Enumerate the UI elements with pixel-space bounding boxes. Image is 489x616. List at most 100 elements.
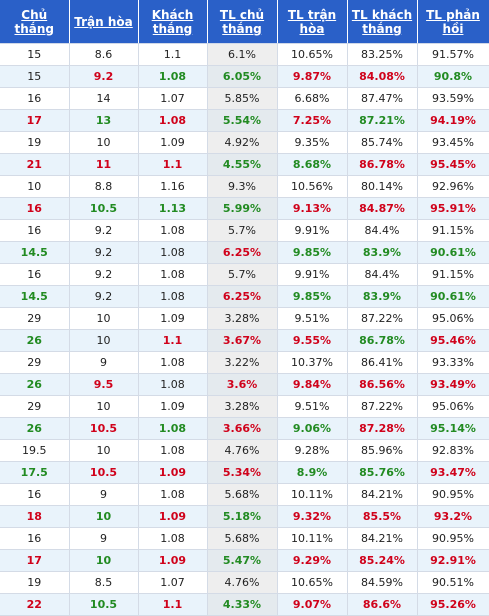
cell-return-rate: 93.33% (417, 351, 489, 374)
header-draw[interactable]: Trận hòa (69, 0, 139, 44)
cell-away-win-rate: 80.14% (347, 175, 418, 198)
cell-draw-rate: 9.84% (277, 373, 348, 396)
cell-away-win: 1.07 (138, 571, 208, 594)
header-draw-rate[interactable]: TL trận hòa (277, 0, 348, 44)
cell-return-rate: 94.19% (417, 109, 489, 132)
cell-away-win: 1.08 (138, 439, 208, 462)
header-home-win-rate[interactable]: TL chủ thắng (207, 0, 278, 44)
cell-away-win: 1.1 (138, 593, 208, 616)
table-row: 19 8.5 1.07 4.76% 10.65% 84.59% 90.51% (0, 571, 489, 594)
cell-return-rate: 93.59% (417, 87, 489, 110)
cell-return-rate: 91.15% (417, 219, 489, 242)
cell-draw-rate: 9.13% (277, 197, 348, 220)
cell-return-rate: 95.26% (417, 593, 489, 616)
cell-home-win: 16 (0, 263, 70, 286)
cell-home-win: 10 (0, 175, 70, 198)
table-row: 26 10 1.1 3.67% 9.55% 86.78% 95.46% (0, 329, 489, 352)
cell-home-win: 19.5 (0, 439, 70, 462)
header-away-win[interactable]: Khách thắng (138, 0, 208, 44)
cell-draw: 10 (69, 131, 139, 154)
table-row: 16 9.2 1.08 5.7% 9.91% 84.4% 91.15% (0, 263, 489, 286)
cell-home-win-rate: 6.25% (207, 285, 278, 308)
cell-away-win-rate: 85.24% (347, 549, 418, 572)
cell-home-win: 14.5 (0, 241, 70, 264)
cell-draw: 9.5 (69, 373, 139, 396)
table-row: 17.5 10.5 1.09 5.34% 8.9% 85.76% 93.47% (0, 461, 489, 484)
cell-return-rate: 90.61% (417, 241, 489, 264)
cell-draw: 14 (69, 87, 139, 110)
table-row: 26 10.5 1.08 3.66% 9.06% 87.28% 95.14% (0, 417, 489, 440)
table-header: Chủ thắng Trận hòa Khách thắng TL chủ th… (0, 0, 489, 44)
cell-draw: 10 (69, 395, 139, 418)
cell-home-win: 19 (0, 131, 70, 154)
table-row: 29 9 1.08 3.22% 10.37% 86.41% 93.33% (0, 351, 489, 374)
table-row: 15 8.6 1.1 6.1% 10.65% 83.25% 91.57% (0, 43, 489, 66)
cell-return-rate: 91.15% (417, 263, 489, 286)
cell-away-win-rate: 85.5% (347, 505, 418, 528)
cell-away-win: 1.08 (138, 219, 208, 242)
cell-away-win-rate: 84.87% (347, 197, 418, 220)
cell-home-win-rate: 5.7% (207, 219, 278, 242)
cell-away-win-rate: 85.96% (347, 439, 418, 462)
cell-draw: 10 (69, 505, 139, 528)
cell-draw: 11 (69, 153, 139, 176)
cell-draw: 8.5 (69, 571, 139, 594)
cell-draw: 10.5 (69, 593, 139, 616)
cell-return-rate: 95.14% (417, 417, 489, 440)
cell-draw: 10.5 (69, 461, 139, 484)
cell-away-win: 1.1 (138, 153, 208, 176)
cell-away-win-rate: 87.21% (347, 109, 418, 132)
cell-home-win: 22 (0, 593, 70, 616)
header-home-win[interactable]: Chủ thắng (0, 0, 70, 44)
cell-away-win-rate: 86.6% (347, 593, 418, 616)
table-row: 19 10 1.09 4.92% 9.35% 85.74% 93.45% (0, 131, 489, 154)
cell-home-win-rate: 3.67% (207, 329, 278, 352)
cell-draw-rate: 9.29% (277, 549, 348, 572)
cell-home-win-rate: 4.33% (207, 593, 278, 616)
cell-away-win-rate: 86.56% (347, 373, 418, 396)
cell-draw: 9.2 (69, 241, 139, 264)
cell-draw: 10.5 (69, 197, 139, 220)
header-return-rate[interactable]: TL phản hồi (417, 0, 489, 44)
table-row: 16 9 1.08 5.68% 10.11% 84.21% 90.95% (0, 527, 489, 550)
cell-home-win: 16 (0, 527, 70, 550)
cell-draw: 10 (69, 549, 139, 572)
cell-home-win-rate: 3.6% (207, 373, 278, 396)
cell-home-win: 14.5 (0, 285, 70, 308)
cell-return-rate: 93.2% (417, 505, 489, 528)
cell-home-win: 29 (0, 351, 70, 374)
table-row: 15 9.2 1.08 6.05% 9.87% 84.08% 90.8% (0, 65, 489, 88)
cell-draw: 9.2 (69, 263, 139, 286)
cell-away-win-rate: 84.08% (347, 65, 418, 88)
cell-away-win: 1.09 (138, 461, 208, 484)
cell-draw-rate: 9.28% (277, 439, 348, 462)
cell-draw-rate: 10.56% (277, 175, 348, 198)
cell-draw: 9.2 (69, 65, 139, 88)
cell-home-win-rate: 4.92% (207, 131, 278, 154)
cell-draw: 10 (69, 329, 139, 352)
cell-return-rate: 92.91% (417, 549, 489, 572)
table-body: 15 8.6 1.1 6.1% 10.65% 83.25% 91.57% 15 9.2 1.08 6… (0, 43, 489, 616)
cell-home-win-rate: 5.47% (207, 549, 278, 572)
cell-home-win: 19 (0, 571, 70, 594)
cell-draw: 9 (69, 483, 139, 506)
cell-home-win-rate: 5.18% (207, 505, 278, 528)
cell-return-rate: 90.8% (417, 65, 489, 88)
cell-away-win-rate: 85.74% (347, 131, 418, 154)
header-away-win-rate[interactable]: TL khách thắng (347, 0, 418, 44)
cell-draw-rate: 9.87% (277, 65, 348, 88)
table-row: 14.5 9.2 1.08 6.25% 9.85% 83.9% 90.61% (0, 241, 489, 264)
cell-return-rate: 92.96% (417, 175, 489, 198)
cell-home-win: 26 (0, 373, 70, 396)
cell-home-win-rate: 5.68% (207, 483, 278, 506)
cell-away-win: 1.09 (138, 549, 208, 572)
cell-home-win: 18 (0, 505, 70, 528)
table-row: 16 9.2 1.08 5.7% 9.91% 84.4% 91.15% (0, 219, 489, 242)
cell-home-win: 16 (0, 219, 70, 242)
cell-home-win-rate: 3.66% (207, 417, 278, 440)
cell-away-win: 1.1 (138, 43, 208, 66)
cell-draw: 10.5 (69, 417, 139, 440)
cell-return-rate: 90.95% (417, 527, 489, 550)
cell-draw: 10 (69, 307, 139, 330)
cell-draw-rate: 9.91% (277, 219, 348, 242)
